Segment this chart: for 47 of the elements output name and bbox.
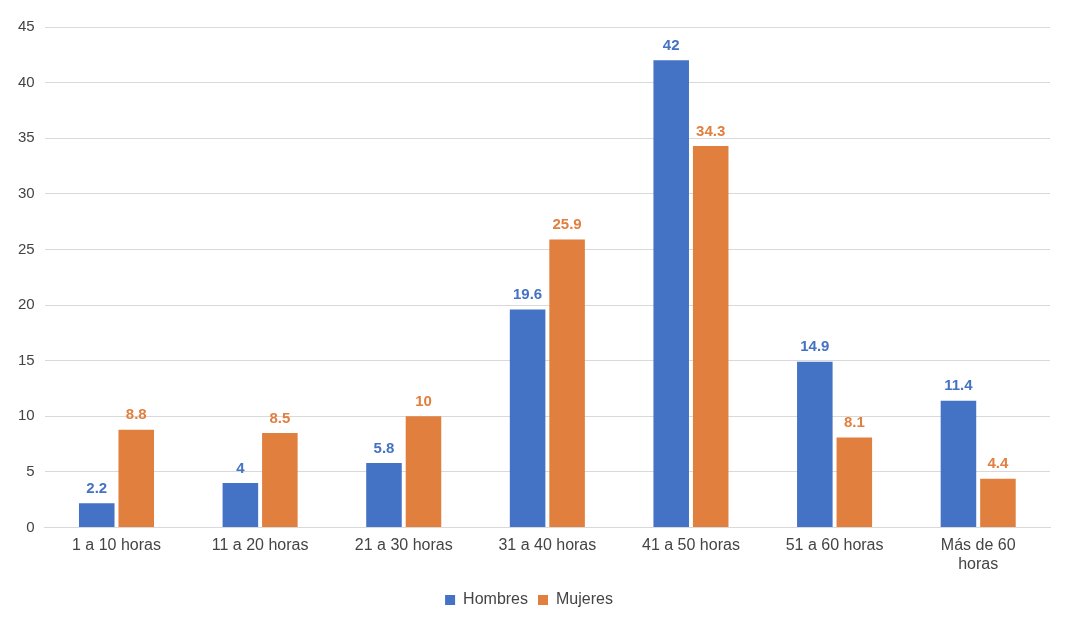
bar: [78, 503, 115, 528]
data-label: 4: [236, 458, 246, 476]
y-tick-label: 0: [26, 517, 35, 535]
y-tick-label: 35: [18, 128, 35, 146]
bar: [653, 60, 689, 528]
bar: [405, 416, 442, 528]
bar: [509, 309, 546, 528]
y-tick-label: 20: [18, 295, 35, 313]
x-tick-label: 31 a 40 horas: [498, 535, 597, 553]
x-tick-label: 41 a 50 horas: [642, 535, 740, 553]
data-label: 11.4: [944, 376, 974, 394]
legend-label: Mujeres: [556, 590, 613, 608]
data-label: 34.3: [696, 121, 726, 139]
y-tick-label: 10: [18, 406, 35, 424]
y-tick-label: 40: [18, 72, 35, 90]
x-tick-label: 21 a 30 horas: [354, 535, 453, 553]
bar: [836, 437, 873, 528]
x-tick-label: Más de 60 horas: [940, 535, 1016, 572]
bar: [980, 478, 1016, 528]
data-label: 10: [415, 392, 432, 409]
data-label: 8.1: [843, 413, 865, 431]
bar: [940, 400, 977, 528]
data-label: 25.9: [552, 215, 582, 233]
data-label: 42: [662, 36, 680, 54]
bar: [549, 239, 585, 528]
bar: [118, 429, 155, 528]
data-label: 8.8: [125, 405, 147, 423]
bar: [692, 146, 729, 528]
data-label: 2.2: [86, 478, 108, 496]
data-label: 19.6: [512, 285, 543, 303]
x-tick-label: 11 a 20 horas: [211, 535, 309, 553]
x-tick-label: 51 a 60 horas: [785, 535, 884, 553]
data-label: 8.5: [269, 408, 291, 426]
y-tick-label: 30: [18, 184, 35, 202]
x-tick-label: 1 a 10 horas: [72, 535, 161, 553]
bar: [222, 483, 259, 528]
data-label: 14.9: [800, 337, 830, 355]
y-tick-label: 25: [18, 239, 35, 257]
data-label: 5.8: [373, 438, 395, 456]
data-label: 4.4: [987, 454, 1010, 472]
bar: [262, 433, 298, 528]
legend-label: Hombres: [463, 590, 528, 608]
y-tick-label: 5: [26, 462, 35, 480]
bar: [797, 361, 833, 528]
y-tick-label: 15: [18, 350, 35, 368]
bar: [366, 463, 402, 528]
y-tick-label: 45: [18, 17, 35, 35]
